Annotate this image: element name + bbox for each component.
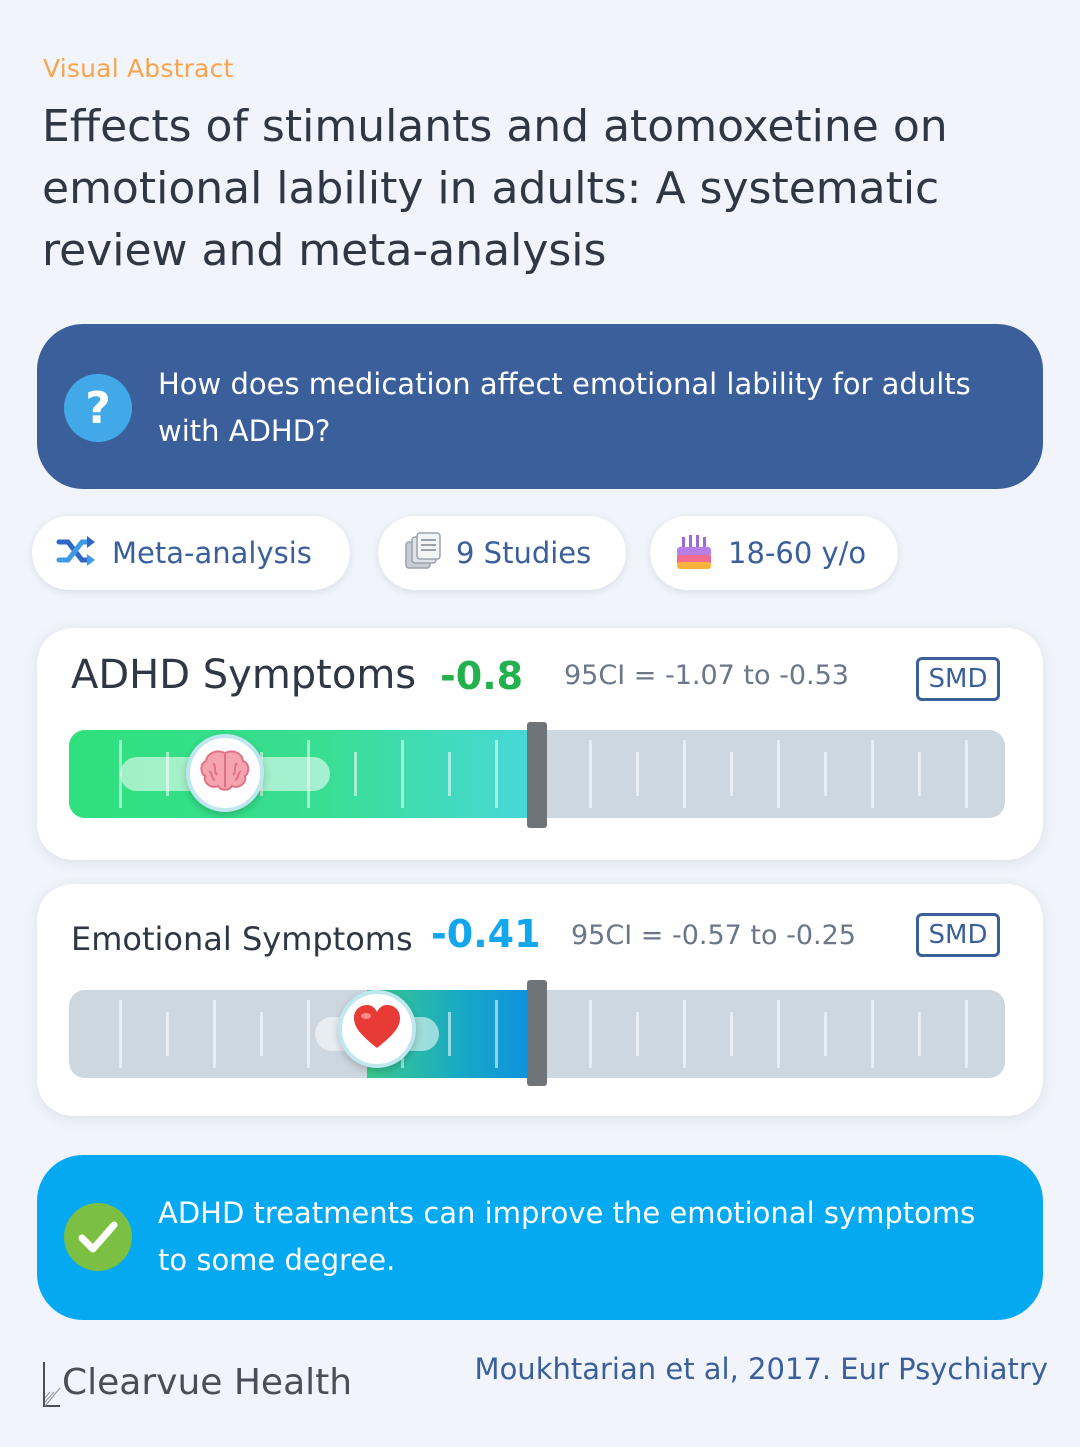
visual-abstract-label: Visual Abstract: [43, 54, 234, 83]
scale-tick: [683, 1000, 686, 1068]
scale-tick: [260, 1012, 263, 1056]
confidence-interval: 95CI = -0.57 to -0.25: [571, 920, 856, 951]
brand-name: Clearvue Health: [62, 1361, 353, 1403]
scale-tick: [589, 1000, 592, 1068]
pill-label: 18-60 y/o: [728, 536, 867, 570]
conclusion-text: ADHD treatments can improve the emotiona…: [158, 1196, 976, 1277]
scale-tick: [213, 1000, 216, 1068]
metric-value: -0.41: [431, 912, 541, 956]
checkmark-icon: [64, 1203, 132, 1271]
brain-icon: [199, 749, 251, 797]
scale-tick: [730, 1012, 733, 1056]
scale-tick: [401, 740, 404, 808]
scale-tick: [871, 740, 874, 808]
scale-tick: [824, 752, 827, 796]
question-banner: [37, 324, 1043, 489]
question-icon: ?: [64, 374, 132, 442]
effect-marker: [186, 734, 264, 812]
scale-tick: [777, 740, 780, 808]
question-text: How does medication affect emotional lab…: [158, 367, 971, 448]
scale-tick: [965, 1000, 968, 1068]
brand-logo: Clearvue Health: [42, 1352, 352, 1412]
zero-reference-line: [527, 980, 547, 1086]
scale-tick: [495, 740, 498, 808]
conclusion-banner: [37, 1155, 1043, 1320]
scale-tick: [871, 1000, 874, 1068]
scale-tick: [495, 1000, 498, 1068]
shuffle-icon: [56, 534, 98, 572]
metric-title: Emotional Symptoms: [71, 920, 413, 958]
scale-tick: [448, 1012, 451, 1056]
scale-tick: [824, 1012, 827, 1056]
scale-tick: [636, 1012, 639, 1056]
scale-tick: [918, 752, 921, 796]
heart-icon: [352, 1004, 402, 1054]
pill-meta-analysis: Meta-analysis: [32, 516, 350, 590]
smd-badge: SMD: [916, 913, 1000, 957]
scale-tick: [683, 740, 686, 808]
metric-card-adhd-symptoms: ADHD Symptoms -0.8 95CI = -1.07 to -0.53…: [37, 628, 1043, 860]
documents-icon: [402, 532, 442, 574]
page-title: Effects of stimulants and atomoxetine on…: [42, 101, 948, 276]
zero-reference-line: [527, 722, 547, 828]
birthday-cake-icon: [674, 531, 714, 575]
scale-tick: [589, 740, 592, 808]
pill-studies: 9 Studies: [378, 516, 626, 590]
logo-mark-icon: [42, 1352, 62, 1412]
scale-tick: [965, 740, 968, 808]
effect-marker: [338, 990, 417, 1068]
scale-tick: [777, 1000, 780, 1068]
metric-card-emotional-symptoms: Emotional Symptoms -0.41 95CI = -0.57 to…: [37, 884, 1043, 1116]
pill-label: Meta-analysis: [112, 536, 312, 570]
pill-label: 9 Studies: [456, 536, 592, 570]
metric-title: ADHD Symptoms: [71, 652, 417, 698]
citation: Moukhtarian et al, 2017. Eur Psychiatry: [474, 1352, 1048, 1386]
smd-badge: SMD: [916, 657, 1000, 701]
pill-age-range: 18-60 y/o: [650, 516, 898, 590]
scale-tick: [166, 1012, 169, 1056]
scale-tick: [307, 1000, 310, 1068]
scale-tick: [636, 752, 639, 796]
scale-tick: [730, 752, 733, 796]
confidence-interval: 95CI = -1.07 to -0.53: [564, 660, 849, 691]
scale-tick: [918, 1012, 921, 1056]
scale-tick: [448, 752, 451, 796]
scale-tick: [354, 752, 357, 796]
scale-tick: [119, 1000, 122, 1068]
metric-value: -0.8: [440, 654, 524, 698]
